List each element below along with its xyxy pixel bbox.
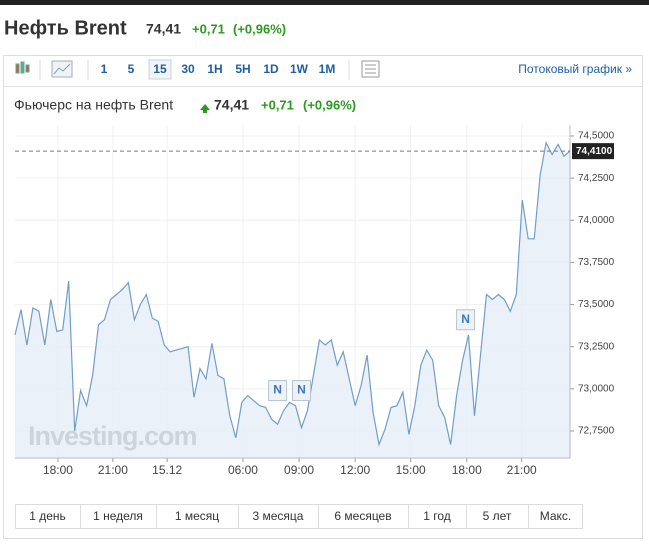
period-buttons: 1 день 1 неделя 1 месяц 3 месяца 6 месяцев 1 … [15, 504, 583, 529]
period-button[interactable]: 1 месяц [175, 509, 219, 523]
last-price-box [572, 143, 614, 160]
interval-buttons: 1 5 15 30 1H 5H 1D 1W 1M [39, 59, 350, 80]
x-tick-label: 18:00 [43, 463, 73, 477]
streaming-link[interactable]: Потоковый график » [518, 62, 632, 76]
last-price-label: 74,4100 [576, 146, 613, 157]
x-tick-label: 15:00 [396, 463, 426, 477]
subtitle-change-pct: (+0,96%) [303, 97, 356, 112]
news-marker[interactable] [456, 309, 476, 331]
area-icon[interactable] [51, 60, 73, 78]
y-tick-label: 73,0000 [578, 384, 615, 395]
widget-frame [3, 55, 643, 539]
y-tick-label: 74,5000 [578, 131, 615, 142]
period-frame [15, 504, 583, 529]
interval-selected [148, 59, 172, 80]
interval-button[interactable]: 15 [153, 62, 167, 76]
x-tick-label: 21:00 [507, 463, 537, 477]
interval-button[interactable]: 5 [128, 62, 135, 76]
y-tick-label: 73,2500 [578, 341, 615, 352]
interval-button[interactable]: 1M [319, 62, 336, 76]
period-button[interactable]: 1 год [423, 509, 451, 523]
period-button[interactable]: Макс. [540, 509, 572, 523]
interval-button[interactable]: 5H [235, 62, 250, 76]
top-bar [0, 0, 649, 5]
news-marker[interactable] [268, 380, 288, 402]
period-button[interactable]: 6 месяцев [334, 509, 391, 523]
x-tick-label: 12:00 [340, 463, 370, 477]
change-pct: (+0,96%) [233, 21, 286, 36]
x-tick-label: 09:00 [284, 463, 314, 477]
candle-icon[interactable] [15, 61, 30, 74]
news-marker[interactable] [291, 380, 311, 402]
y-tick-label: 72,7500 [578, 426, 615, 437]
period-button[interactable]: 1 неделя [93, 509, 143, 523]
period-button[interactable]: 1 день [29, 509, 66, 523]
interval-button[interactable]: 1D [263, 62, 279, 76]
interval-button[interactable]: 1H [207, 62, 222, 76]
interval-button[interactable]: 30 [181, 62, 195, 76]
x-tick-label: 06:00 [228, 463, 258, 477]
plot: 72,7500 73,0000 73,2500 73,5000 73,7500 74,00… [14, 125, 615, 477]
news-marker-label: N [273, 383, 282, 397]
news-marker-label: N [461, 312, 470, 326]
settings-icon[interactable] [361, 60, 380, 78]
period-button[interactable]: 5 лет [483, 509, 512, 523]
interval-button[interactable]: 1W [290, 62, 309, 76]
x-tick-label: 15.12 [152, 463, 182, 477]
y-tick-label: 73,5000 [578, 299, 615, 310]
up-arrow [200, 104, 210, 113]
y-tick-label: 74,2500 [578, 173, 615, 184]
news-marker-label: N [297, 383, 306, 397]
period-button[interactable]: 3 месяца [253, 509, 304, 523]
subtitle-change: +0,71 [261, 97, 294, 112]
subtitle: Фьючерс на нефть Brent [14, 97, 173, 113]
change: +0,71 [192, 21, 225, 36]
title: Нефть Brent [4, 17, 127, 39]
area [15, 142, 570, 458]
y-tick-label: 73,7500 [578, 257, 615, 268]
price: 74,41 [146, 21, 181, 37]
y-tick-label: 74,0000 [578, 215, 615, 226]
subtitle-price: 74,41 [214, 97, 249, 113]
x-tick-label: 21:00 [98, 463, 128, 477]
line [14, 140, 571, 447]
interval-button[interactable]: 1 [101, 62, 108, 76]
x-tick-label: 18:00 [452, 463, 482, 477]
